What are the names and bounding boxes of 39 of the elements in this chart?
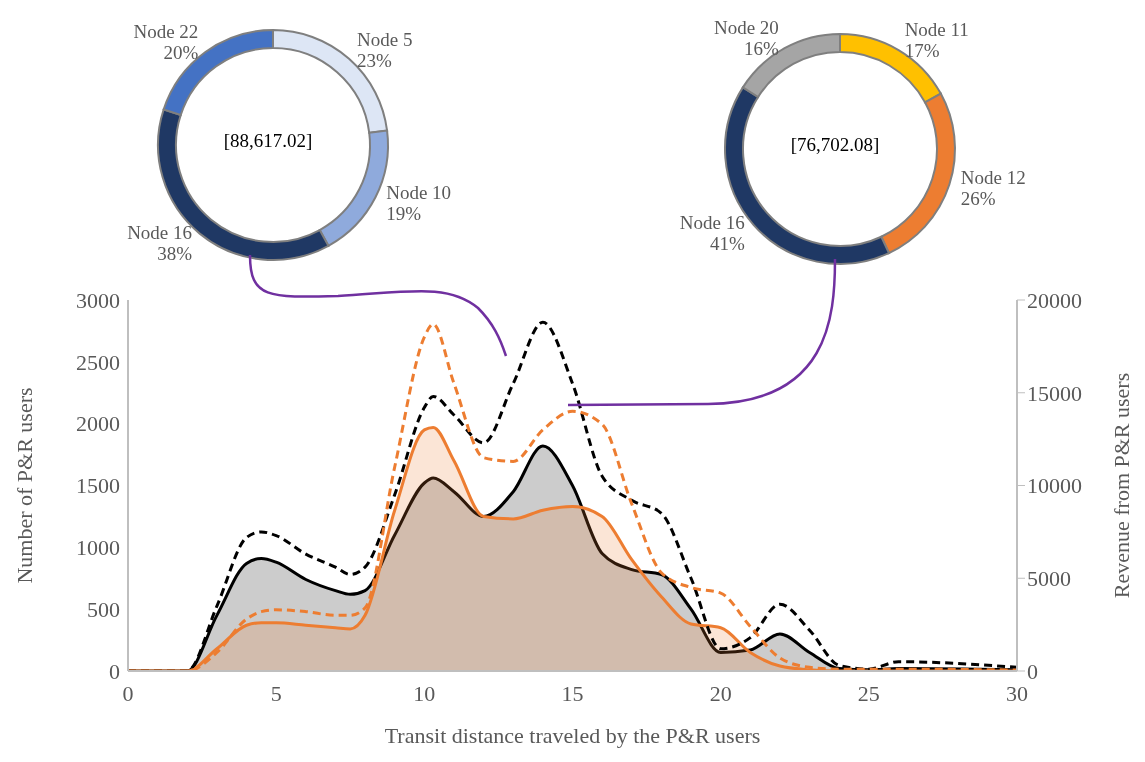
y-tick-label: 1000 bbox=[76, 535, 120, 561]
y2-tick-label: 15000 bbox=[1027, 380, 1082, 406]
x-tick-label: 25 bbox=[857, 680, 880, 706]
x-tick-label: 20 bbox=[709, 680, 732, 706]
y2-tick-label: 20000 bbox=[1027, 287, 1082, 313]
data-label: 17% bbox=[904, 39, 940, 61]
x-tick-label: 15 bbox=[561, 680, 584, 706]
slice-label: Node 10 bbox=[386, 181, 452, 203]
text: [76,702.08] bbox=[790, 134, 880, 155]
y-axis-title: Number of P&R users bbox=[11, 387, 37, 584]
y-tick-label: 2000 bbox=[76, 411, 120, 437]
x-tick-label: 30 bbox=[1006, 680, 1028, 706]
data-label: 16% bbox=[743, 37, 779, 59]
data-label: 20% bbox=[163, 42, 199, 64]
y-tick-label: 500 bbox=[87, 596, 120, 622]
slice-label: Node 12 bbox=[960, 167, 1026, 189]
slice-label: Node 16 bbox=[679, 211, 745, 233]
slice-label: Node 11 bbox=[904, 18, 969, 40]
data-label: 23% bbox=[356, 49, 392, 71]
slice-label: Node 5 bbox=[356, 28, 413, 50]
x-tick-label: 10 bbox=[413, 680, 436, 706]
slice-label: Node 20 bbox=[713, 16, 779, 38]
y2-tick-label: 0 bbox=[1027, 658, 1038, 684]
y-tick-label: 3000 bbox=[76, 287, 120, 313]
text: [88,617.02] bbox=[223, 130, 313, 151]
slice-label: Node 16 bbox=[127, 221, 193, 243]
y2-axis-title: Revenue from P&R users bbox=[1108, 372, 1134, 599]
data-label: 26% bbox=[960, 188, 996, 210]
y-tick-label: 0 bbox=[109, 658, 120, 684]
y2-tick-label: 5000 bbox=[1027, 566, 1071, 592]
x-axis-title: Transit distance traveled by the P&R users bbox=[384, 723, 761, 748]
slice-label: Node 22 bbox=[133, 21, 199, 43]
data-label: 19% bbox=[386, 202, 422, 224]
y-tick-label: 2500 bbox=[76, 349, 120, 375]
x-tick-label: 5 bbox=[270, 680, 282, 706]
data-label: 38% bbox=[157, 242, 193, 264]
y-tick-label: 1500 bbox=[76, 473, 120, 499]
y2-tick-label: 10000 bbox=[1027, 473, 1082, 499]
data-label: 41% bbox=[709, 232, 745, 254]
